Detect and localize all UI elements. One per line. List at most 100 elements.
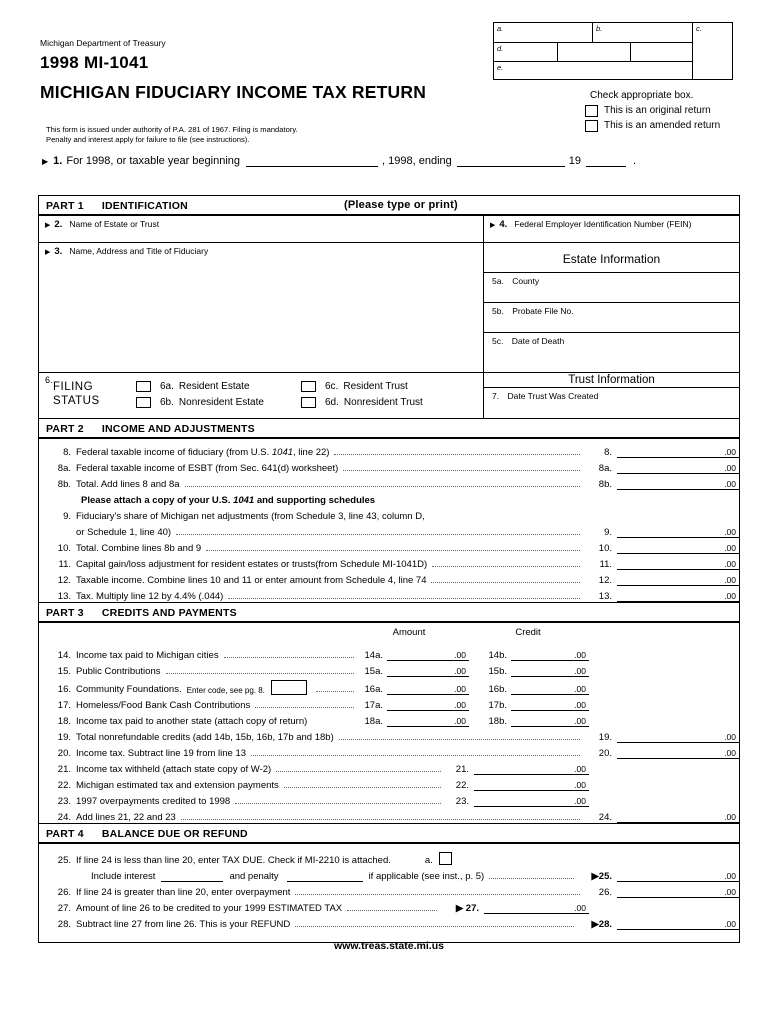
line-9-amount-field[interactable]: .00 (617, 527, 739, 538)
line-5a-number: 5a. (492, 276, 504, 286)
dotted-leader (228, 598, 580, 599)
cell-d[interactable]: d. (494, 43, 558, 61)
line-8b-amount-field[interactable]: .00 (617, 479, 739, 490)
cell-b[interactable]: b. (596, 24, 603, 33)
community-foundation-code-field[interactable] (270, 680, 307, 695)
form-body: PART 1 IDENTIFICATION (Please type or pr… (38, 195, 740, 943)
line-19-number: 19. (57, 732, 71, 743)
estate-name-cell[interactable]: ▶ 2. Name of Estate or Trust (39, 216, 484, 242)
penalty-field[interactable] (286, 870, 363, 882)
line-8a-amount-field[interactable]: .00 (617, 463, 739, 474)
dotted-leader (255, 707, 354, 708)
line-14b-credit-field[interactable]: .00 (511, 650, 589, 661)
line-11-ref: 11. (599, 559, 612, 570)
cell-d3[interactable] (631, 43, 692, 61)
line-5b-text: Probate File No. (512, 306, 574, 316)
line-14a-amount-field[interactable]: .00 (387, 650, 469, 661)
line-8-amount-field[interactable]: .00 (617, 447, 739, 458)
line-23-text: 1997 overpayments credited to 1998 (76, 796, 231, 807)
option-6a-number: 6a. (160, 381, 174, 392)
year-19-field[interactable] (586, 155, 626, 167)
line-16a-amount-field[interactable]: .00 (387, 684, 469, 695)
line-16-number: 16. (57, 684, 71, 695)
line-28-amount-field[interactable]: .00 (617, 919, 739, 930)
line-23-amount-field[interactable]: .00 (474, 796, 589, 807)
line-10-text: Total. Combine lines 8b and 9 (76, 543, 202, 554)
amended-return-checkbox[interactable] (585, 119, 598, 132)
line-11-amount-field[interactable]: .00 (617, 559, 739, 570)
dotted-leader (176, 534, 580, 535)
cell-c[interactable]: c. (692, 23, 732, 79)
nonresident-estate-checkbox[interactable] (136, 397, 151, 408)
line-25-row-2: Include interest and penalty if applicab… (39, 866, 739, 882)
year-ending-field[interactable] (456, 155, 565, 167)
fiduciary-cell[interactable]: ▶ 3. Name, Address and Title of Fiduciar… (39, 243, 484, 372)
line-27-text: Amount of line 26 to be credited to your… (76, 903, 343, 914)
line-26-text: If line 24 is greater than line 20, ente… (76, 887, 291, 898)
part1-row-names: ▶ 2. Name of Estate or Trust ▶ 4. Federa… (39, 216, 739, 243)
line-12-amount-field[interactable]: .00 (617, 575, 739, 586)
office-use-box: a. b. d. e. c. (493, 22, 733, 80)
dotted-leader (432, 566, 580, 567)
resident-estate-checkbox[interactable] (136, 381, 151, 392)
treasury-url: www.treas.state.mi.us (334, 940, 444, 952)
line-12-row: 12. Taxable income. Combine lines 10 and… (39, 570, 739, 586)
line-2-label: ▶ 2. Name of Estate or Trust (45, 219, 483, 230)
line-21-amount-field[interactable]: .00 (474, 764, 589, 775)
cell-d2[interactable] (558, 43, 631, 61)
part1-note: (Please type or print) (344, 199, 458, 211)
line-11-number: 11. (58, 559, 71, 570)
probate-file-cell[interactable]: 5b. Probate File No. (484, 303, 739, 333)
date-of-death-cell[interactable]: 5c. Date of Death (484, 333, 739, 372)
line-15b-credit-field[interactable]: .00 (511, 666, 589, 677)
county-cell[interactable]: 5a. County (484, 273, 739, 303)
fein-cell[interactable]: ▶ 4. Federal Employer Identification Num… (484, 216, 739, 242)
line-25-amount-field[interactable]: .00 (617, 871, 739, 882)
interest-field[interactable] (161, 870, 224, 882)
line-25-interest-text: Include interest (91, 871, 156, 882)
line-28-text: Subtract line 27 from line 26. This is y… (76, 919, 291, 930)
office-use-rows: a. b. d. e. (494, 23, 692, 79)
amended-return-option: This is an amended return (585, 118, 720, 133)
line-9-row-2: or Schedule 1, line 40) 9. .00 (39, 522, 739, 538)
resident-trust-checkbox[interactable] (301, 381, 316, 392)
dotted-leader (338, 739, 580, 740)
nonresident-trust-checkbox[interactable] (301, 397, 316, 408)
line-18a-amount-field[interactable]: .00 (387, 716, 469, 727)
line-24-amount-field[interactable]: .00 (617, 812, 739, 823)
line-5a-text: County (512, 276, 540, 286)
line-3-label: ▶ 3. Name, Address and Title of Fiduciar… (45, 246, 483, 257)
original-return-checkbox[interactable] (585, 104, 598, 117)
line-22-amount-field[interactable]: .00 (474, 780, 589, 791)
line-18-text: Income tax paid to another state (attach… (76, 716, 308, 727)
line-18-number: 18. (57, 716, 71, 727)
trust-info-title: Trust Information (484, 373, 739, 388)
line-17a-amount-field[interactable]: .00 (387, 700, 469, 711)
line-20-amount-field[interactable]: .00 (617, 748, 739, 759)
cell-e[interactable]: e. (497, 63, 504, 72)
line-15a-amount-field[interactable]: .00 (387, 666, 469, 677)
line-15b-ref: 15b. (488, 666, 508, 677)
option-6d: 6d. Nonresident Trust (301, 397, 423, 408)
line-10-amount-field[interactable]: .00 (617, 543, 739, 554)
line-26-amount-field[interactable]: .00 (617, 887, 739, 898)
line-13-amount-field[interactable]: .00 (617, 591, 739, 602)
line-16b-credit-field[interactable]: .00 (511, 684, 589, 695)
line-17b-credit-field[interactable]: .00 (511, 700, 589, 711)
office-use-grid: a. b. d. e. c. (494, 23, 732, 79)
dotted-leader (235, 803, 441, 804)
line-17b-ref: 17b. (488, 700, 508, 711)
line-18b-credit-field[interactable]: .00 (511, 716, 589, 727)
line-27-amount-field[interactable]: .00 (484, 903, 589, 914)
date-trust-created-cell[interactable]: 7. Date Trust Was Created (484, 388, 739, 417)
option-6d-number: 6d. (325, 397, 339, 408)
cell-a[interactable]: a. (494, 23, 593, 42)
mi2210-attached-checkbox[interactable] (438, 852, 452, 865)
year-beginning-field[interactable] (246, 155, 379, 167)
line-12-number: 12. (57, 575, 71, 586)
line-19-amount-field[interactable]: .00 (617, 732, 739, 743)
line-20-row: 20. Income tax. Subtract line 19 from li… (39, 743, 739, 759)
authority-line-1: This form is issued under authority of P… (46, 125, 298, 134)
line-17a-ref: 17a. (364, 700, 384, 711)
line-14b-ref: 14b. (488, 650, 508, 661)
